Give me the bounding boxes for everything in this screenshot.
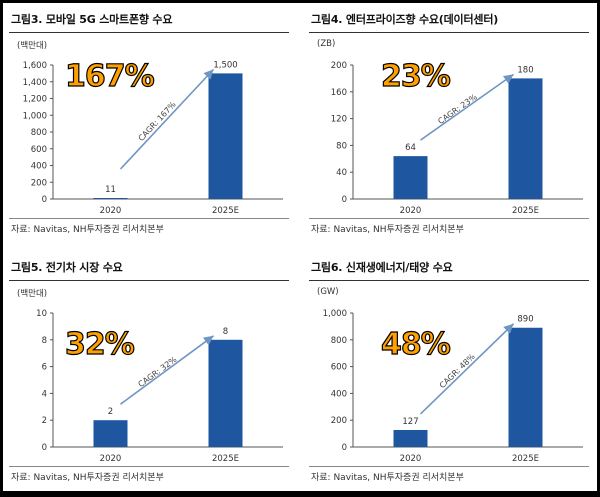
cagr-arrow xyxy=(120,335,214,405)
data-label: 1,500 xyxy=(213,60,237,70)
chart-panel-ev: 그림5. 전기차 시장 수요 (백만대) 0 2 4 6 8 10 2 2020 8 2025E C… xyxy=(5,253,295,497)
source-note: 자료: Navitas, NH투자증권 리서치본부 xyxy=(311,473,464,483)
bar-chart-svg: 0 40 80 120 160 200 64 2020 180 2025E CAGR: 23% xyxy=(331,61,583,215)
y-tick-label: 200 xyxy=(331,61,347,71)
title-rule xyxy=(309,280,589,281)
source-note: 자료: Navitas, NH투자증권 리서치본부 xyxy=(311,225,464,235)
y-tick-label: 0 xyxy=(42,443,47,453)
chart-title: 그림4. 엔터프라이즈향 수요(데이터센터) xyxy=(311,13,499,26)
y-tick-label: 120 xyxy=(331,115,347,125)
source-rule xyxy=(9,218,289,219)
data-label: 890 xyxy=(517,315,533,325)
bar-2020 xyxy=(93,198,128,199)
cagr-arrow xyxy=(419,323,515,415)
source-rule xyxy=(309,466,589,467)
x-tick-label: 2025E xyxy=(512,454,539,463)
y-tick-label: 10 xyxy=(36,309,47,319)
bar-chart-svg: 0 2 4 6 8 10 2 2020 8 2025E CAGR: 32% xyxy=(36,309,283,463)
source-rule xyxy=(9,466,289,467)
y-tick-label: 160 xyxy=(331,88,347,98)
data-label: 180 xyxy=(517,65,533,75)
source-note: 자료: Navitas, NH투자증권 리서치본부 xyxy=(11,225,164,235)
x-tick-label: 2020 xyxy=(400,206,422,215)
y-tick-label: 80 xyxy=(336,141,347,151)
source-note: 자료: Navitas, NH투자증권 리서치본부 xyxy=(11,473,164,483)
y-tick-label: 0 xyxy=(42,195,47,205)
bar-chart-svg: 0 200 400 600 800 1,000 1,200 1,400 1,600 11 2020 1… xyxy=(23,60,283,215)
y-tick-label: 400 xyxy=(331,389,347,399)
growth-overlay-label: 48% xyxy=(380,326,451,362)
chart-panel-enterprise: 그림4. 엔터프라이즈향 수요(데이터센터) (ZB) 0 40 80 120 160 2… xyxy=(305,5,595,249)
bar-2025e xyxy=(208,339,243,447)
x-tick-label: 2025E xyxy=(512,206,539,215)
unit-label: (백만대) xyxy=(17,289,48,299)
y-tick-label: 200 xyxy=(331,416,347,426)
cagr-arrow xyxy=(119,68,215,170)
y-tick-label: 8 xyxy=(42,336,47,346)
y-tick-label: 400 xyxy=(31,162,47,172)
y-tick-label: 4 xyxy=(42,389,47,399)
y-tick-label: 0 xyxy=(342,443,347,453)
data-label: 2 xyxy=(108,407,113,417)
title-rule xyxy=(309,32,589,33)
unit-label: (GW) xyxy=(317,287,339,297)
cagr-label: CAGR: 23% xyxy=(436,92,479,126)
chart-title: 그림5. 전기차 시장 수요 xyxy=(11,261,123,274)
bar-2020 xyxy=(93,420,128,447)
y-tick-label: 40 xyxy=(336,168,347,178)
y-tick-label: 800 xyxy=(31,128,47,138)
y-tick-label: 2 xyxy=(42,416,47,426)
growth-overlay-label: 32% xyxy=(64,326,135,362)
x-tick-label: 2020 xyxy=(400,454,422,463)
y-tick-label: 1,000 xyxy=(323,309,347,319)
y-tick-label: 1,000 xyxy=(23,111,47,121)
unit-label: (ZB) xyxy=(317,39,336,49)
chart-title: 그림3. 모바일 5G 스마트폰향 수요 xyxy=(11,13,173,26)
y-tick-label: 600 xyxy=(331,363,347,373)
chart-title: 그림6. 신재생에너지/태양 수요 xyxy=(311,261,453,274)
y-tick-label: 1,400 xyxy=(23,78,47,88)
y-tick-label: 6 xyxy=(42,363,47,373)
y-tick-label: 0 xyxy=(342,195,347,205)
data-label: 64 xyxy=(405,143,416,153)
growth-overlay-label: 23% xyxy=(380,58,451,94)
cagr-label: CAGR: 167% xyxy=(137,100,178,143)
x-tick-label: 2025E xyxy=(212,206,239,215)
x-tick-label: 2020 xyxy=(100,454,122,463)
bar-2025e xyxy=(508,327,543,447)
bar-2025e xyxy=(508,78,543,199)
data-label: 11 xyxy=(105,185,116,195)
title-rule xyxy=(9,280,289,281)
y-tick-label: 1,200 xyxy=(23,95,47,105)
data-label: 127 xyxy=(402,417,418,427)
bar-2020 xyxy=(393,156,428,199)
y-tick-label: 200 xyxy=(31,178,47,188)
y-tick-label: 600 xyxy=(31,145,47,155)
chart-panel-renewable: 그림6. 신재생에너지/태양 수요 (GW) 0 200 400 600 800 1,00… xyxy=(305,253,595,497)
cagr-label: CAGR: 32% xyxy=(137,355,179,389)
x-tick-label: 2020 xyxy=(100,206,122,215)
bar-2020 xyxy=(393,429,428,447)
data-label: 8 xyxy=(223,327,228,337)
cagr-arrow xyxy=(420,73,514,141)
y-tick-label: 1,600 xyxy=(23,61,47,71)
chart-board: 그림3. 모바일 5G 스마트폰향 수요 (백만대) 0 200 400 600 800… xyxy=(3,3,597,491)
unit-label: (백만대) xyxy=(17,41,48,51)
chart-panel-mobile-5g: 그림3. 모바일 5G 스마트폰향 수요 (백만대) 0 200 400 600 800… xyxy=(5,5,295,249)
source-rule xyxy=(309,218,589,219)
growth-overlay-label: 167% xyxy=(64,58,155,94)
y-tick-label: 800 xyxy=(331,336,347,346)
bar-2025e xyxy=(208,73,243,199)
title-rule xyxy=(9,32,289,33)
x-tick-label: 2025E xyxy=(212,454,239,463)
